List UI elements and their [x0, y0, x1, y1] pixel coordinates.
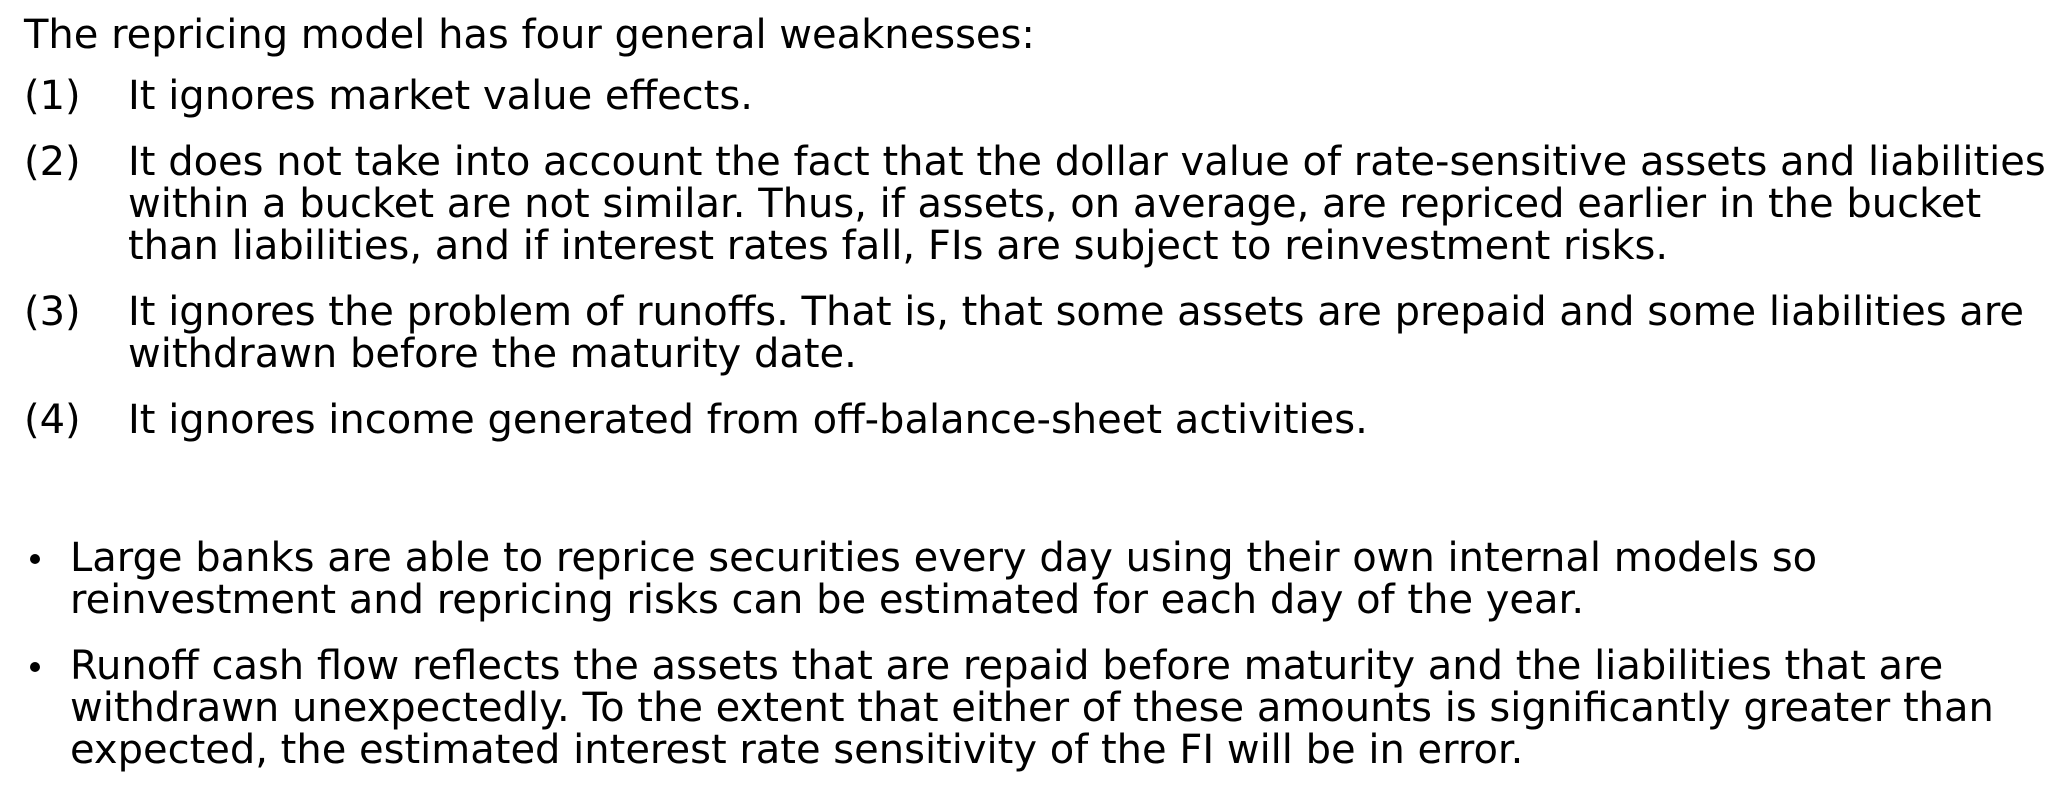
item-text: It ignores the problem of runoffs. That … [128, 289, 2024, 377]
item-number: (2) [24, 139, 81, 185]
slide-content: The repricing model has four general wea… [24, 10, 2064, 795]
list-item: (2) It does not take into account the fa… [24, 141, 2064, 267]
item-text: It ignores income generated from off-bal… [128, 397, 1368, 443]
list-item: (1) It ignores market value effects. [24, 75, 2064, 117]
list-item: (3) It ignores the problem of runoffs. T… [24, 291, 2064, 375]
list-item: (4) It ignores income generated from off… [24, 399, 2064, 441]
bullet-list: Large banks are able to reprice securiti… [24, 537, 2064, 771]
item-number: (3) [24, 289, 81, 335]
bullet-text: Large banks are able to reprice securiti… [70, 535, 1818, 623]
bullet-icon [24, 645, 70, 771]
item-number: (4) [24, 397, 81, 443]
weaknesses-list: (1) It ignores market value effects. (2)… [24, 75, 2064, 441]
item-number: (1) [24, 73, 81, 119]
bullet-icon [24, 537, 70, 621]
item-text: It ignores market value effects. [128, 73, 753, 119]
bullet-text: Runoff cash flow reflects the assets tha… [70, 643, 1994, 773]
intro-text: The repricing model has four general wea… [24, 12, 1035, 58]
bullet-item: Large banks are able to reprice securiti… [24, 537, 2064, 621]
bullet-item: Runoff cash flow reflects the assets tha… [24, 645, 2064, 771]
item-text: It does not take into account the fact t… [128, 139, 2046, 269]
